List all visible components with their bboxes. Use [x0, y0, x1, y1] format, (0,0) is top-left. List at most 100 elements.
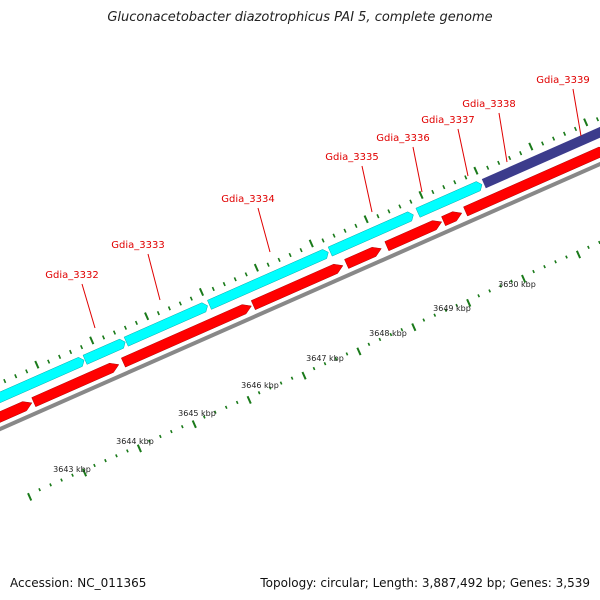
outer-tick [497, 160, 501, 166]
inner-tick [279, 381, 283, 385]
inner-tick [148, 439, 151, 443]
inner-tick [543, 265, 546, 269]
outer-tick [573, 126, 578, 132]
inner-tick [411, 323, 417, 332]
outer-tick [409, 199, 413, 204]
outer-tick [34, 360, 40, 369]
outer-tick [431, 189, 435, 195]
reverse-cds-4 [344, 247, 382, 269]
forward-cds-4 [327, 211, 414, 257]
reverse-cds-7 [463, 146, 600, 217]
outer-tick [123, 325, 128, 330]
outer-tick [563, 131, 567, 136]
inner-tick [180, 424, 184, 429]
outer-tick [398, 204, 402, 209]
outer-tick [332, 233, 336, 238]
outer-tick [167, 306, 171, 311]
forward-cds-5 [415, 181, 483, 218]
outer-tick [80, 344, 84, 350]
outer-tick [464, 175, 468, 180]
outer-tick [552, 136, 556, 141]
outer-tick [3, 378, 7, 384]
outer-tick [14, 374, 18, 379]
inner-tick [422, 318, 426, 322]
inner-tick [510, 279, 513, 283]
outer-tick [363, 215, 369, 224]
inner-tick-marks [27, 240, 600, 501]
outer-tick [244, 272, 248, 277]
outer-tick [583, 118, 589, 127]
outer-tick [58, 354, 62, 359]
kbp-scale-labels: 3643 kbp 3644 kbp 3645 kbp 3646 kbp 3647 kbp… [53, 280, 536, 474]
inner-tick [554, 260, 557, 264]
gene-label: Gdia_3338 [462, 99, 515, 110]
inner-tick [433, 313, 437, 317]
inner-tick [235, 400, 239, 405]
inner-tick [60, 478, 63, 482]
outer-tick [134, 320, 138, 326]
inner-tick [334, 357, 338, 361]
backbone-line [0, 161, 600, 432]
inner-tick [301, 371, 307, 380]
inner-tick [191, 420, 197, 429]
outer-tick [189, 296, 193, 301]
kbp-label: 3650 kbp [498, 280, 536, 289]
outer-tick [198, 287, 205, 297]
outer-tick [178, 301, 182, 306]
inner-tick [565, 255, 568, 259]
outer-tick [442, 184, 446, 190]
gene-leader-line [81, 283, 96, 329]
outer-tick [387, 209, 391, 214]
outer-tick [89, 336, 95, 345]
kbp-label: 3646 kbp [241, 381, 279, 390]
gene-leader-line [572, 88, 582, 137]
inner-tick [345, 352, 349, 356]
gene-label: Gdia_3335 [325, 152, 378, 163]
outer-tick [156, 311, 160, 316]
outer-tick [453, 180, 457, 185]
outer-tick [528, 142, 534, 151]
inner-tick [104, 458, 107, 463]
outer-tick [222, 281, 226, 287]
inner-tick [356, 347, 362, 356]
highlighted-cds [481, 126, 600, 189]
inner-tick [257, 391, 261, 395]
outer-tick [595, 117, 600, 122]
outer-tick-marks [3, 117, 600, 384]
kbp-label: 3645 kbp [178, 409, 216, 418]
outer-tick [354, 223, 358, 229]
outer-tick [101, 335, 106, 340]
inner-tick [81, 468, 88, 477]
forward-strand-track [0, 126, 600, 404]
inner-tick [38, 488, 41, 492]
gene-label: Gdia_3332 [45, 270, 98, 281]
genome-summary-text: Topology: circular; Length: 3,887,492 bp… [260, 576, 590, 590]
outer-tick [376, 214, 380, 219]
outer-tick [508, 155, 512, 161]
inner-tick [93, 463, 96, 468]
inner-tick [587, 245, 590, 250]
outer-tick [233, 277, 237, 282]
inner-tick [126, 449, 129, 453]
inner-tick [521, 274, 527, 283]
outer-tick [308, 239, 314, 248]
forward-cds-2 [123, 302, 208, 347]
inner-tick [499, 284, 502, 288]
inner-tick [136, 444, 142, 453]
inner-tick [378, 337, 382, 342]
outer-tick [277, 257, 281, 262]
kbp-label: 3647 kbp [306, 354, 344, 363]
reverse-cds-5 [384, 220, 443, 252]
inner-tick [444, 308, 448, 313]
inner-tick [367, 342, 371, 346]
outer-tick [299, 247, 303, 253]
forward-cds-3 [207, 249, 329, 310]
reverse-cds-2 [120, 304, 252, 368]
map-title: Gluconacetobacter diazotrophicus PAI 5, … [107, 10, 493, 25]
gene-label: Gdia_3333 [111, 240, 164, 251]
gene-leader-line [457, 128, 469, 177]
inner-tick [466, 298, 472, 307]
outer-tick [473, 166, 479, 175]
reverse-cds-3 [250, 263, 344, 311]
outer-tick [541, 141, 545, 146]
